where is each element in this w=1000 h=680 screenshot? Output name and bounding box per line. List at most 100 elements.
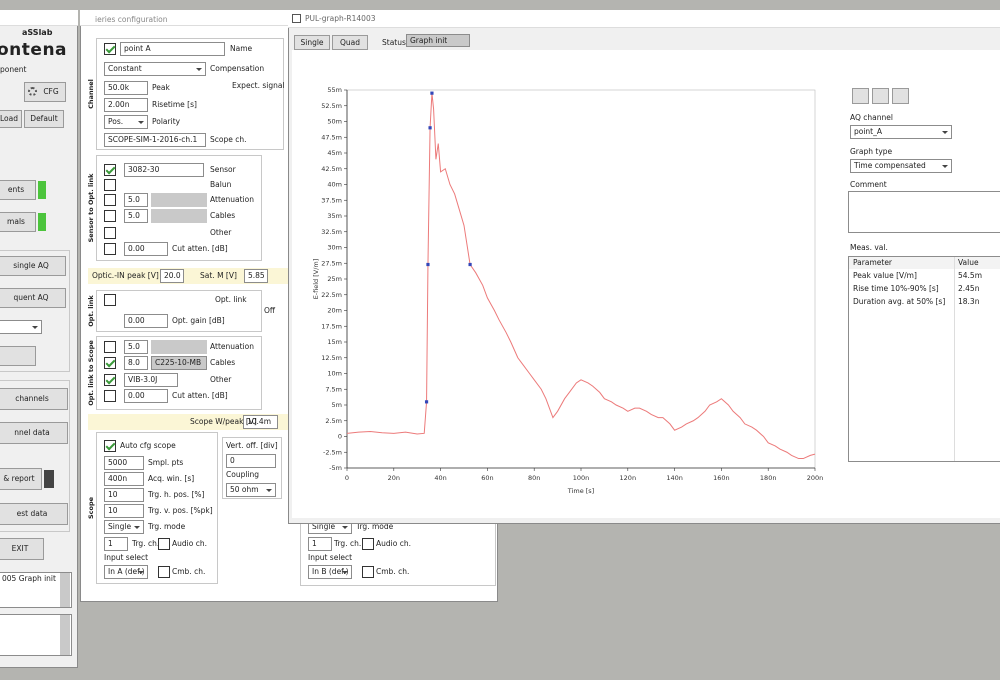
- status-led: [38, 181, 46, 199]
- table-cell: 18.3n: [958, 297, 980, 306]
- input-field[interactable]: 0.00: [124, 242, 168, 256]
- input-field[interactable]: 20.0: [160, 269, 184, 283]
- status-led: [38, 213, 46, 231]
- checkbox[interactable]: [104, 341, 116, 353]
- field-label: Input select: [104, 553, 149, 562]
- checkbox[interactable]: [104, 390, 116, 402]
- field-label: Audio ch.: [376, 539, 411, 548]
- checkbox[interactable]: [104, 294, 116, 306]
- input-field[interactable]: 5.0: [124, 209, 148, 223]
- button[interactable]: & report: [0, 468, 42, 490]
- field-label: Vert. off. [div]: [226, 441, 278, 450]
- input-field[interactable]: Pos.: [104, 115, 148, 129]
- table-header: [849, 257, 1000, 269]
- input-field[interactable]: Single: [104, 520, 144, 534]
- field-label: Other: [210, 228, 232, 237]
- input-field[interactable]: Constant: [104, 62, 206, 76]
- checkbox[interactable]: [158, 566, 170, 578]
- small-button[interactable]: [0, 346, 36, 366]
- disabled-field: [151, 340, 207, 354]
- input-field[interactable]: SCOPE-SIM-1-2016-ch.1: [104, 133, 206, 147]
- input-field[interactable]: point A: [120, 42, 225, 56]
- input-field[interactable]: In A (def.): [104, 565, 148, 579]
- input-field[interactable]: 5.0: [124, 340, 148, 354]
- zoom-tool[interactable]: [872, 88, 889, 104]
- button[interactable]: quent AQ: [0, 288, 66, 308]
- field-label: Attenuation: [210, 195, 254, 204]
- input-field[interactable]: In B (def.): [308, 565, 352, 579]
- field-label: Coupling: [226, 470, 260, 479]
- button[interactable]: EXIT: [0, 538, 44, 560]
- logo-top: aSSlab: [22, 28, 53, 37]
- input-field[interactable]: 10: [104, 504, 144, 518]
- aq-select[interactable]: [0, 320, 42, 334]
- aq-channel-label: AQ channel: [850, 113, 893, 122]
- group-label: Channel: [87, 79, 95, 109]
- log-scrollbar: [60, 615, 70, 655]
- checkbox[interactable]: [104, 179, 116, 191]
- field-label: Optic.-IN peak [V]: [92, 271, 159, 280]
- field-label: Auto cfg scope: [120, 441, 176, 450]
- input-field[interactable]: VIB-3.0J: [124, 373, 178, 387]
- checkbox[interactable]: [104, 164, 116, 176]
- button[interactable]: channels: [0, 388, 68, 410]
- field-label: Sat. M [V]: [200, 271, 237, 280]
- input-field[interactable]: 3082-30: [124, 163, 204, 177]
- input-field[interactable]: 1: [104, 537, 128, 551]
- field-label: Name: [230, 44, 253, 53]
- field-label: Attenuation: [210, 342, 254, 351]
- input-field[interactable]: 50 ohm: [226, 483, 276, 497]
- field-label: Cmb. ch.: [172, 567, 206, 576]
- checkbox[interactable]: [104, 227, 116, 239]
- info-field: C225-10-MB: [151, 356, 207, 370]
- pan-tool[interactable]: [892, 88, 909, 104]
- input-field[interactable]: 0: [226, 454, 276, 468]
- checkbox[interactable]: [104, 374, 116, 386]
- move-tool[interactable]: [852, 88, 869, 104]
- checkbox[interactable]: [104, 440, 116, 452]
- input-field[interactable]: 0.00: [124, 314, 168, 328]
- checkbox[interactable]: [104, 357, 116, 369]
- input-field[interactable]: 50.0k: [104, 81, 148, 95]
- gear-icon: [28, 87, 37, 96]
- input-field[interactable]: 2.00n: [104, 98, 148, 112]
- field-label: Cables: [210, 211, 236, 220]
- tab[interactable]: Quad: [332, 35, 368, 50]
- button[interactable]: mals: [0, 212, 36, 232]
- checkbox[interactable]: [104, 210, 116, 222]
- button[interactable]: ents: [0, 180, 36, 200]
- optic-row: [88, 268, 288, 284]
- input-field[interactable]: 10.4m: [243, 415, 278, 429]
- checkbox[interactable]: [158, 538, 170, 550]
- button[interactable]: Default: [24, 110, 64, 128]
- group-label: Opt. link to Scope: [87, 340, 95, 406]
- button[interactable]: est data: [0, 503, 68, 525]
- input-field[interactable]: 400n: [104, 472, 144, 486]
- input-field[interactable]: 5.0: [124, 193, 148, 207]
- checkbox[interactable]: [104, 43, 116, 55]
- input-field[interactable]: 0.00: [124, 389, 168, 403]
- button[interactable]: nnel data: [0, 422, 68, 444]
- checkbox[interactable]: [104, 194, 116, 206]
- input-field[interactable]: 8.0: [124, 356, 148, 370]
- input-field[interactable]: 1: [308, 537, 332, 551]
- app-icon: [292, 14, 301, 23]
- scope-peak-row: [88, 414, 288, 430]
- input-field[interactable]: 5.85: [244, 269, 268, 283]
- input-field[interactable]: 5000: [104, 456, 144, 470]
- button[interactable]: single AQ: [0, 256, 66, 276]
- group-label: Sensor to Opt. link: [87, 173, 95, 243]
- button[interactable]: Load: [0, 110, 22, 128]
- field-label: Scope W/peak [V]: [190, 417, 257, 426]
- tab[interactable]: Single: [294, 35, 330, 50]
- checkbox[interactable]: [104, 243, 116, 255]
- graph-type-select[interactable]: Time compensated: [850, 159, 952, 173]
- aq-channel-select[interactable]: point_A: [850, 125, 952, 139]
- comment-box[interactable]: [848, 191, 1000, 233]
- checkbox[interactable]: [362, 566, 374, 578]
- field-label: Risetime [s]: [152, 100, 197, 109]
- field-label: Cut atten. [dB]: [172, 244, 228, 253]
- input-field[interactable]: 10: [104, 488, 144, 502]
- checkbox[interactable]: [362, 538, 374, 550]
- group-label: Opt. link: [87, 295, 95, 327]
